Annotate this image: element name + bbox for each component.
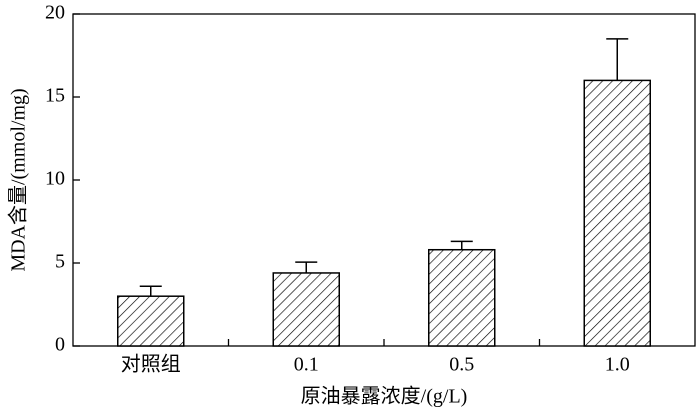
y-tick-label: 20 (45, 2, 65, 24)
bar (117, 295, 185, 347)
y-tick-label: 5 (55, 251, 65, 273)
y-axis-label: MDA含量/(mmol/mg) (7, 88, 30, 271)
y-tick-label: 15 (45, 85, 65, 107)
x-tick-label: 0.5 (449, 354, 474, 376)
bar (583, 79, 651, 347)
bar (428, 248, 496, 347)
y-tick-label: 10 (45, 168, 65, 190)
x-tick-label: 对照组 (121, 353, 181, 376)
y-tick-label: 0 (55, 334, 65, 356)
x-axis-label: 原油暴露浓度/(g/L) (301, 385, 468, 408)
x-tick-label: 0.1 (294, 354, 319, 376)
bar (272, 272, 340, 347)
x-tick-label: 1.0 (605, 354, 630, 376)
